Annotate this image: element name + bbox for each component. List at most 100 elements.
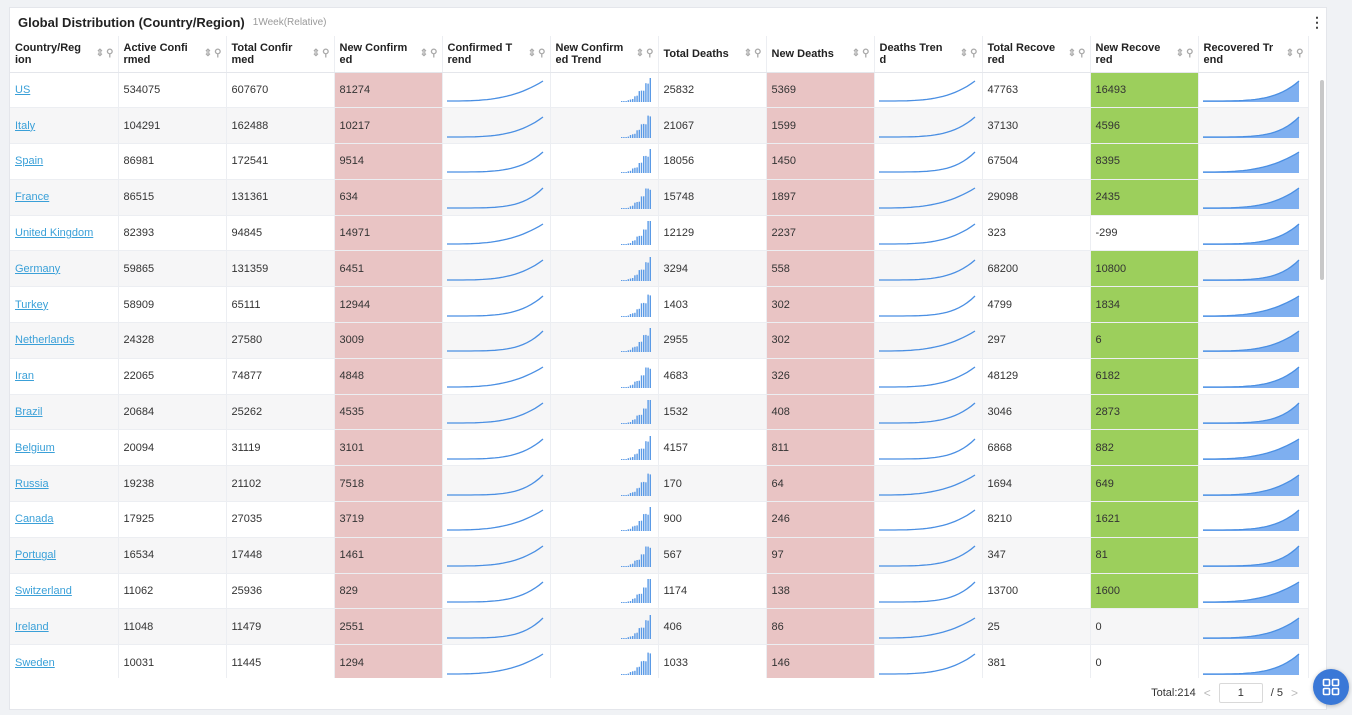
sort-icon[interactable]: ⇕ — [1285, 47, 1295, 59]
sort-icon[interactable]: ⇕ — [1067, 47, 1077, 59]
search-icon[interactable]: ⚲ — [862, 47, 870, 59]
new-recovered-cell: -299 — [1090, 215, 1199, 252]
country-cell: Turkey — [10, 286, 119, 324]
table-row[interactable]: Turkey 58909 65111 12944 1403 302 4799 1834 — [10, 286, 1309, 324]
next-page-button[interactable]: > — [1290, 685, 1298, 700]
column-header[interactable]: Country/Region ⇕ ⚲ — [10, 36, 119, 73]
column-header[interactable]: Confirmed Trend ⇕ ⚲ — [442, 36, 551, 73]
table-row[interactable]: Switzerland 11062 25936 829 1174 138 13700 1600 — [10, 573, 1309, 610]
trend-bar — [640, 269, 642, 281]
column-header[interactable]: Deaths Trend ⇕ ⚲ — [874, 36, 983, 73]
recovered-trend-cell — [1198, 250, 1309, 288]
country-link[interactable]: US — [15, 83, 31, 96]
trend-bar — [640, 521, 642, 532]
search-icon[interactable]: ⚲ — [970, 47, 978, 59]
active-confirmed-cell: 20684 — [118, 394, 227, 431]
sort-icon[interactable]: ⇕ — [743, 47, 753, 59]
search-icon[interactable]: ⚲ — [754, 47, 762, 59]
column-header[interactable]: New Confirmed ⇕ ⚲ — [334, 36, 443, 73]
trend-bar — [624, 172, 627, 174]
country-link[interactable]: Netherlands — [15, 334, 75, 347]
table-row[interactable]: France 86515 131361 634 15748 1897 29098 2435 — [10, 179, 1309, 216]
trend-bar — [644, 481, 647, 496]
table-row[interactable]: Brazil 20684 25262 4535 1532 408 3046 2873 — [10, 394, 1309, 431]
country-link[interactable]: Portugal — [15, 549, 56, 562]
trend-line — [1202, 330, 1299, 353]
sort-icon[interactable]: ⇕ — [311, 47, 321, 59]
search-icon[interactable]: ⚲ — [538, 47, 546, 59]
column-header[interactable]: New Confirmed Trend ⇕ ⚲ — [550, 36, 659, 73]
more-vertical-icon[interactable]: ⋮ — [1310, 14, 1324, 30]
table-row[interactable]: United Kingdom 82393 94845 14971 12129 2237 32… — [10, 215, 1309, 252]
column-header[interactable]: New Recovered ⇕ ⚲ — [1090, 36, 1199, 73]
country-link[interactable]: Belgium — [15, 441, 55, 454]
trend-bar — [646, 652, 649, 675]
table-row[interactable]: Canada 17925 27035 3719 900 246 8210 1621 — [10, 501, 1309, 538]
country-link[interactable]: Spain — [15, 155, 44, 168]
country-link[interactable]: Canada — [15, 513, 54, 526]
search-icon[interactable]: ⚲ — [214, 47, 222, 59]
search-icon[interactable]: ⚲ — [1078, 47, 1086, 59]
country-link[interactable]: Italy — [15, 119, 36, 132]
new-deaths-cell: 5369 — [766, 72, 875, 109]
total-recovered-cell: 25 — [982, 608, 1091, 646]
total-recovered-cell: 6868 — [982, 429, 1091, 467]
new-deaths-cell: 1897 — [766, 179, 875, 216]
country-link[interactable]: Turkey — [15, 298, 49, 311]
country-link[interactable]: Iran — [15, 370, 34, 383]
trend-bar — [624, 387, 627, 389]
column-header[interactable]: Active Confirmed ⇕ ⚲ — [118, 36, 227, 73]
sort-icon[interactable]: ⇕ — [959, 47, 969, 59]
country-link[interactable]: Switzerland — [15, 585, 72, 598]
grid-icon[interactable] — [1313, 669, 1349, 705]
table-row[interactable]: Netherlands 24328 27580 3009 2955 302 297 6 — [10, 322, 1309, 359]
trend-sparkline — [878, 653, 975, 675]
search-icon[interactable]: ⚲ — [1186, 47, 1194, 59]
trend-bar — [631, 277, 633, 281]
table-row[interactable]: Portugal 16534 17448 1461 567 97 347 81 — [10, 537, 1309, 574]
country-link[interactable]: Russia — [15, 477, 49, 490]
page-number-input[interactable] — [1218, 682, 1263, 703]
column-header[interactable]: Total Recovered ⇕ ⚲ — [982, 36, 1091, 73]
trend-line — [878, 581, 975, 603]
table-row[interactable]: Ireland 11048 11479 2551 406 86 25 0 — [10, 608, 1309, 646]
sort-icon[interactable]: ⇕ — [635, 47, 645, 59]
prev-page-button[interactable]: < — [1203, 685, 1211, 700]
sort-icon[interactable]: ⇕ — [851, 47, 861, 59]
country-link[interactable]: United Kingdom — [15, 227, 94, 240]
search-icon[interactable]: ⚲ — [106, 47, 114, 59]
column-header[interactable]: New Deaths ⇕ ⚲ — [766, 36, 875, 73]
table-row[interactable]: Iran 22065 74877 4848 4683 326 48129 6182 — [10, 358, 1309, 395]
country-link[interactable]: Germany — [15, 262, 61, 275]
trend-bar — [644, 188, 647, 210]
country-link[interactable]: Ireland — [15, 620, 49, 633]
sort-icon[interactable]: ⇕ — [95, 47, 105, 59]
trend-bar — [627, 422, 629, 425]
sort-icon[interactable]: ⇕ — [1175, 47, 1185, 59]
active-confirmed-cell: 19238 — [118, 465, 227, 503]
trend-bar — [640, 593, 642, 604]
data-table-container[interactable]: Country/Region ⇕ ⚲ Active Confirmed ⇕ ⚲ Total … — [10, 36, 1328, 678]
search-icon[interactable]: ⚲ — [430, 47, 438, 59]
search-icon[interactable]: ⚲ — [1296, 47, 1304, 59]
column-header[interactable]: Recovered Trend ⇕ ⚲ — [1198, 36, 1309, 73]
table-row[interactable]: Russia 19238 21102 7518 170 64 1694 649 — [10, 465, 1309, 503]
sort-icon[interactable]: ⇕ — [419, 47, 429, 59]
new-deaths-cell: 302 — [766, 322, 875, 359]
country-link[interactable]: France — [15, 191, 50, 204]
table-row[interactable]: US 534075 607670 81274 25832 5369 47763 16493 — [10, 72, 1309, 109]
table-row[interactable]: Germany 59865 131359 6451 3294 558 68200 10800 — [10, 250, 1309, 288]
table-row[interactable]: Spain 86981 172541 9514 18056 1450 67504 8395 — [10, 143, 1309, 180]
column-header[interactable]: Total Deaths ⇕ ⚲ — [658, 36, 767, 73]
column-header[interactable]: Total Confirmed ⇕ ⚲ — [226, 36, 335, 73]
sort-icon[interactable]: ⇕ — [527, 47, 537, 59]
table-row[interactable]: Belgium 20094 31119 3101 4157 811 6868 882 — [10, 429, 1309, 467]
vertical-scrollbar[interactable] — [1320, 80, 1324, 280]
search-icon[interactable]: ⚲ — [646, 47, 654, 59]
country-link[interactable]: Brazil — [15, 406, 43, 419]
sort-icon[interactable]: ⇕ — [203, 47, 213, 59]
table-row[interactable]: Sweden 10031 11445 1294 1033 146 381 0 — [10, 644, 1309, 678]
country-link[interactable]: Sweden — [15, 656, 55, 669]
search-icon[interactable]: ⚲ — [322, 47, 330, 59]
table-row[interactable]: Italy 104291 162488 10217 21067 1599 37130 4596 — [10, 107, 1309, 145]
